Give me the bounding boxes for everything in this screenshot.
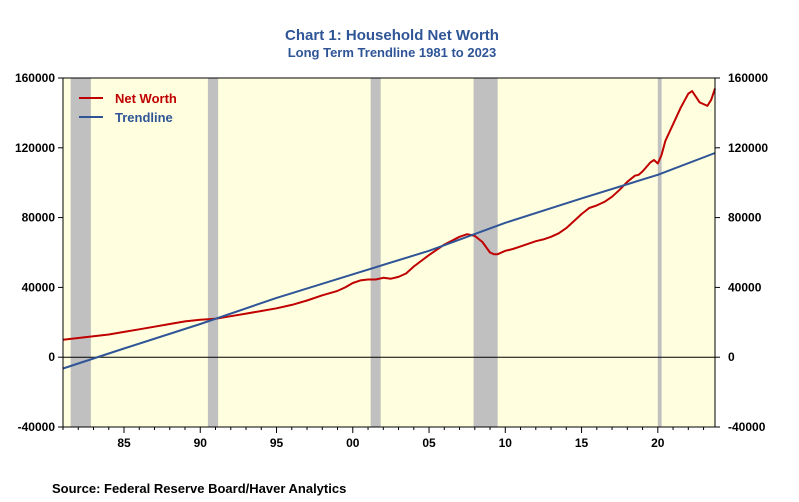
y-right-tick-label: 160000 — [728, 71, 768, 85]
y-left-tick-label: 160000 — [15, 71, 55, 85]
x-tick-label: 10 — [499, 436, 513, 450]
y-left-tick-label: 0 — [48, 350, 55, 364]
x-tick-label: 90 — [194, 436, 208, 450]
y-axis-left: -40000 0 40000 80000 120000 160000 — [15, 71, 63, 434]
recession-band-2 — [207, 78, 219, 427]
recession-shading — [70, 78, 662, 427]
x-tick-label: 20 — [651, 436, 665, 450]
legend-label-net-worth: Net Worth — [115, 91, 177, 106]
x-tick-label: 15 — [575, 436, 589, 450]
x-tick-label: 85 — [117, 436, 131, 450]
recession-band-3 — [370, 78, 381, 427]
y-left-tick-label: 120000 — [15, 141, 55, 155]
plot-frame — [62, 77, 716, 428]
recession-band-5 — [657, 78, 662, 427]
y-left-tick-label: 40000 — [22, 280, 56, 294]
series-lines — [62, 88, 716, 370]
series-line-trendline — [62, 152, 716, 370]
y-right-tick-label: 40000 — [728, 280, 762, 294]
x-tick-label: 95 — [270, 436, 284, 450]
chart-title: Chart 1: Household Net Worth — [285, 27, 499, 44]
x-tick-label: 05 — [422, 436, 436, 450]
x-tick-label: 00 — [346, 436, 360, 450]
y-right-tick-label: 80000 — [728, 211, 762, 225]
y-axis-right: -40000 0 40000 80000 120000 160000 — [715, 71, 768, 434]
chart-subtitle: Long Term Trendline 1981 to 2023 — [288, 45, 497, 60]
series-line-net-worth — [62, 88, 716, 341]
source-note: Source: Federal Reserve Board/Haver Anal… — [52, 481, 346, 496]
y-left-tick-label: -40000 — [18, 420, 56, 434]
y-left-tick-label: 80000 — [22, 211, 56, 225]
recession-band-1 — [70, 78, 91, 427]
legend: Net Worth Trendline — [79, 91, 177, 125]
recession-band-4 — [473, 78, 498, 427]
x-axis: 85 90 95 00 05 10 15 20 — [62, 427, 705, 450]
legend-label-trendline: Trendline — [115, 110, 173, 125]
y-right-tick-label: 0 — [728, 350, 735, 364]
y-right-tick-label: -40000 — [728, 420, 766, 434]
y-right-tick-label: 120000 — [728, 141, 768, 155]
plot-background — [63, 78, 715, 427]
